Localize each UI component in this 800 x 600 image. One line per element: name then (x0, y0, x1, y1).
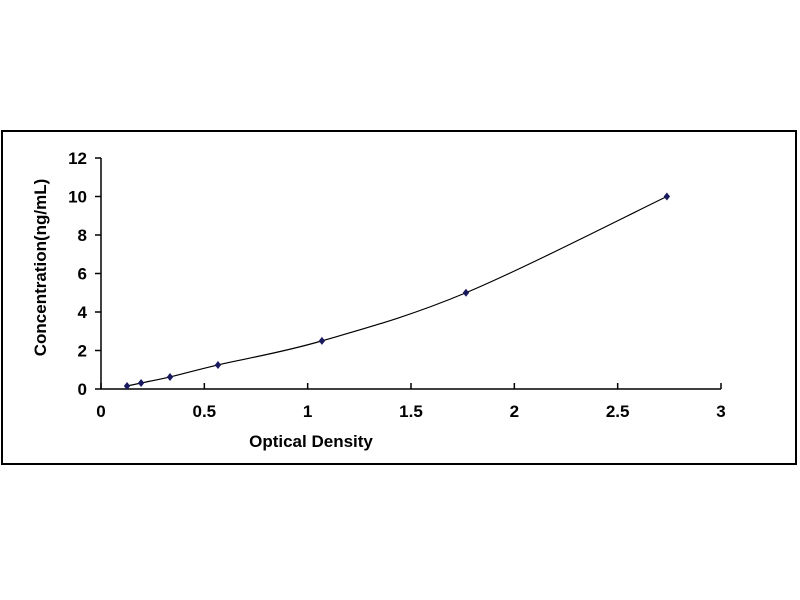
y-axis-label: Concentration(ng/mL) (31, 179, 50, 357)
x-tick-label: 0.5 (193, 402, 217, 421)
y-tick-label: 2 (78, 342, 87, 361)
y-tick-label: 12 (68, 149, 87, 168)
trend-curve (126, 195, 668, 387)
x-tick-label: 1 (303, 402, 312, 421)
y-tick-label: 8 (78, 226, 87, 245)
y-tick-label: 6 (78, 265, 87, 284)
x-tick-label: 2.5 (606, 402, 630, 421)
y-tick-label: 0 (78, 380, 87, 399)
data-point (123, 381, 131, 390)
y-tick-label: 10 (68, 188, 87, 207)
y-tick-label: 4 (78, 303, 88, 322)
data-point (663, 192, 671, 201)
data-point (137, 378, 145, 387)
x-tick-label: 3 (716, 402, 725, 421)
data-point (214, 360, 222, 369)
data-point (318, 336, 326, 345)
x-tick-label: 1.5 (399, 402, 423, 421)
x-tick-label: 0 (96, 402, 105, 421)
data-point (462, 288, 470, 297)
x-axis-label: Optical Density (249, 432, 373, 451)
data-point (166, 372, 174, 381)
chart-frame (1, 130, 797, 465)
x-tick-label: 2 (510, 402, 519, 421)
